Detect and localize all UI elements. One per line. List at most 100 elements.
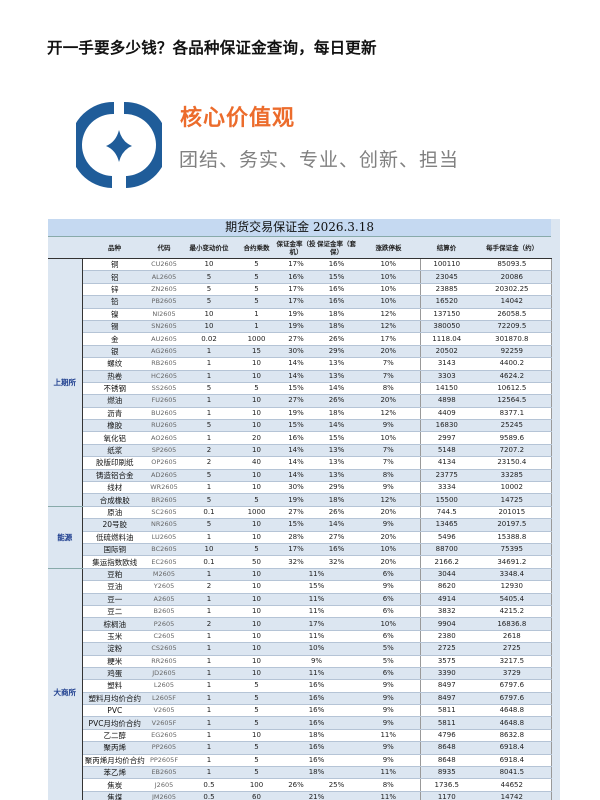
cell-margin-spec: 19%	[276, 320, 316, 334]
cell-margin-per-lot: 4648.8	[473, 704, 552, 718]
cell-min-tick: 10	[181, 258, 237, 272]
cell-variety: 塑料月均价合约	[82, 692, 147, 706]
cell-margin-spec: 14%	[276, 456, 316, 470]
header-margin-per-lot: 每手保证金（约）	[473, 236, 552, 259]
table-row: 热卷 HC2605 1 10 14% 13% 7% 3303 4624.2	[48, 370, 552, 383]
cell-multiplier: 10	[237, 593, 276, 606]
cell-margin-hedge: 26%	[316, 332, 357, 346]
cell-price-limit: 10%	[357, 295, 420, 309]
cell-settle-price: 8648	[419, 754, 473, 768]
cell-min-tick: 5	[181, 518, 237, 532]
cell-margin-per-lot: 7207.2	[473, 444, 552, 458]
header-settle-price: 结算价	[420, 236, 473, 259]
cell-multiplier: 10	[237, 729, 276, 743]
cell-price-limit: 6%	[357, 667, 420, 681]
cell-price-limit: 7%	[357, 370, 420, 383]
cell-margin-spec: 11%	[276, 593, 357, 606]
cell-min-tick: 5	[181, 419, 237, 433]
cell-code: SC2605	[147, 506, 181, 520]
header-code: 代码	[147, 236, 181, 259]
cell-settle-price: 3044	[419, 568, 473, 582]
table-row: 集运指数欧线 EC2605 0.1 50 32% 32% 20% 2166.2 34691.2	[48, 555, 552, 569]
cell-margin-per-lot: 3348.4	[473, 568, 552, 582]
cell-code: SS2605	[147, 382, 181, 396]
cell-code: CS2605	[147, 642, 181, 656]
cell-multiplier: 10	[237, 357, 276, 371]
table-row: 燃油 FU2605 1 10 27% 26% 20% 4898 12564.5	[48, 394, 552, 408]
cell-price-limit: 9%	[357, 704, 420, 718]
cell-multiplier: 10	[237, 419, 276, 433]
cell-min-tick: 5	[181, 283, 237, 297]
cell-variety: 焦炭	[82, 778, 147, 792]
cell-margin-spec: 15%	[276, 518, 316, 532]
cell-margin-per-lot: 4624.2	[473, 370, 552, 383]
cell-settle-price: 88700	[419, 543, 473, 557]
cell-code: P2605	[147, 617, 181, 631]
cell-settle-price: 23045	[419, 270, 473, 284]
cell-price-limit: 5%	[357, 655, 420, 668]
cell-margin-per-lot: 34691.2	[473, 555, 552, 569]
cell-variety: 集运指数欧线	[82, 555, 147, 569]
cell-margin-per-lot: 15388.8	[473, 531, 552, 545]
cell-variety: 淀粉	[82, 642, 147, 656]
cell-price-limit: 11%	[357, 729, 420, 743]
cell-variety: 塑料	[82, 679, 147, 693]
core-values-list: 团结、务实、专业、创新、担当	[179, 149, 460, 171]
cell-margin-per-lot: 33285	[473, 469, 552, 483]
cell-code: AD2605	[147, 469, 181, 483]
cell-price-limit: 9%	[357, 679, 420, 693]
cell-settle-price: 1118.04	[419, 332, 473, 346]
cell-code: A2605	[147, 593, 181, 606]
cell-variety: 镍	[82, 308, 147, 321]
cell-code: WR2605	[147, 481, 181, 495]
cell-multiplier: 5	[237, 543, 276, 557]
cell-price-limit: 9%	[357, 580, 420, 594]
cell-margin-hedge: 26%	[316, 506, 357, 520]
cell-code: RB2605	[147, 357, 181, 371]
cell-margin-spec: 17%	[276, 295, 316, 309]
cell-margin-spec: 18%	[276, 729, 357, 743]
table-row: 塑料月均价合约 L2605F 1 5 16% 9% 8497 6797.6	[48, 692, 552, 706]
cell-code: JD2605	[147, 667, 181, 681]
cell-margin-per-lot: 10612.5	[473, 382, 552, 396]
cell-code: RU2605	[147, 419, 181, 433]
cell-multiplier: 10	[237, 667, 276, 681]
cell-multiplier: 15	[237, 345, 276, 359]
cell-margin-hedge: 16%	[316, 295, 357, 309]
cell-settle-price: 16520	[419, 295, 473, 309]
cell-variety: PVC月均价合约	[82, 716, 147, 730]
cell-code: L2605F	[147, 692, 181, 706]
cell-settle-price: 5148	[419, 444, 473, 458]
cell-price-limit: 8%	[357, 382, 420, 396]
margin-table-container: 期货交易保证金 2026.3.18 品种 代码 最小变动价位 合约乘数 保证金率（投机）…	[48, 219, 560, 800]
cell-code: NR2605	[147, 518, 181, 532]
cell-variety: 线材	[82, 481, 147, 495]
cell-code: PP2605	[147, 741, 181, 755]
cell-settle-price: 8620	[419, 580, 473, 594]
cell-settle-price: 3832	[419, 605, 473, 619]
cell-margin-per-lot: 92259	[473, 345, 552, 359]
cell-margin-per-lot: 72209.5	[473, 320, 552, 334]
cell-margin-per-lot: 8632.8	[473, 729, 552, 743]
cell-margin-per-lot: 25245	[473, 419, 552, 433]
cell-variety: 胶版印刷纸	[82, 456, 147, 470]
cell-margin-spec: 16%	[276, 716, 357, 730]
cell-margin-spec: 11%	[276, 630, 357, 644]
cell-margin-spec: 15%	[276, 419, 316, 433]
cell-variety: PVC	[82, 704, 147, 718]
cell-settle-price: 8935	[419, 766, 473, 780]
cell-min-tick: 1	[181, 407, 237, 421]
cell-settle-price: 15500	[419, 493, 473, 507]
cell-margin-per-lot: 3729	[473, 667, 552, 681]
cell-multiplier: 5	[237, 766, 276, 780]
cell-code: SP2605	[147, 444, 181, 458]
cell-variety: 橡胶	[82, 419, 147, 433]
cell-margin-spec: 19%	[276, 493, 316, 507]
cell-price-limit: 6%	[357, 593, 420, 606]
cell-margin-per-lot: 9589.6	[473, 431, 552, 445]
cell-settle-price: 14150	[419, 382, 473, 396]
cell-min-tick: 1	[181, 766, 237, 780]
cell-price-limit: 10%	[357, 543, 420, 557]
cell-price-limit: 8%	[357, 469, 420, 483]
cell-price-limit: 9%	[357, 419, 420, 433]
